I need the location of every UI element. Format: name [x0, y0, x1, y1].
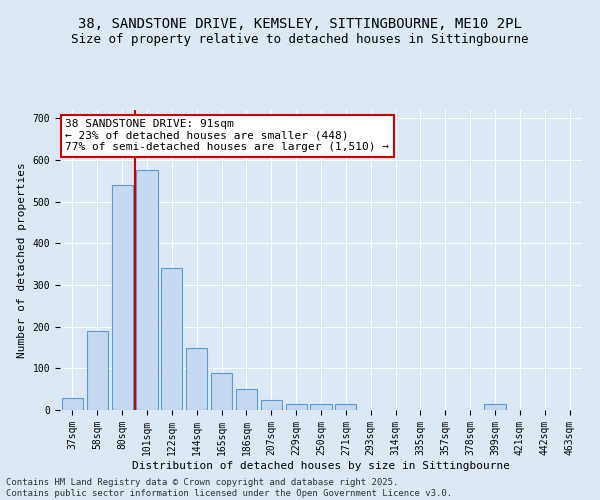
Bar [335, 404, 356, 410]
Text: Size of property relative to detached houses in Sittingbourne: Size of property relative to detached ho… [71, 32, 529, 46]
Bar [161, 268, 182, 410]
Bar [186, 348, 207, 410]
Bar [484, 404, 506, 410]
Bar [261, 400, 282, 410]
X-axis label: Distribution of detached houses by size in Sittingbourne: Distribution of detached houses by size … [132, 460, 510, 470]
Text: Contains HM Land Registry data © Crown copyright and database right 2025.
Contai: Contains HM Land Registry data © Crown c… [6, 478, 452, 498]
Bar [112, 185, 133, 410]
Bar [62, 398, 83, 410]
Text: 38, SANDSTONE DRIVE, KEMSLEY, SITTINGBOURNE, ME10 2PL: 38, SANDSTONE DRIVE, KEMSLEY, SITTINGBOU… [78, 18, 522, 32]
Bar [211, 372, 232, 410]
Bar [310, 404, 332, 410]
Bar [286, 404, 307, 410]
Bar [236, 389, 257, 410]
Bar [87, 331, 108, 410]
Bar [136, 170, 158, 410]
Y-axis label: Number of detached properties: Number of detached properties [17, 162, 27, 358]
Text: 38 SANDSTONE DRIVE: 91sqm
← 23% of detached houses are smaller (448)
77% of semi: 38 SANDSTONE DRIVE: 91sqm ← 23% of detac… [65, 119, 389, 152]
